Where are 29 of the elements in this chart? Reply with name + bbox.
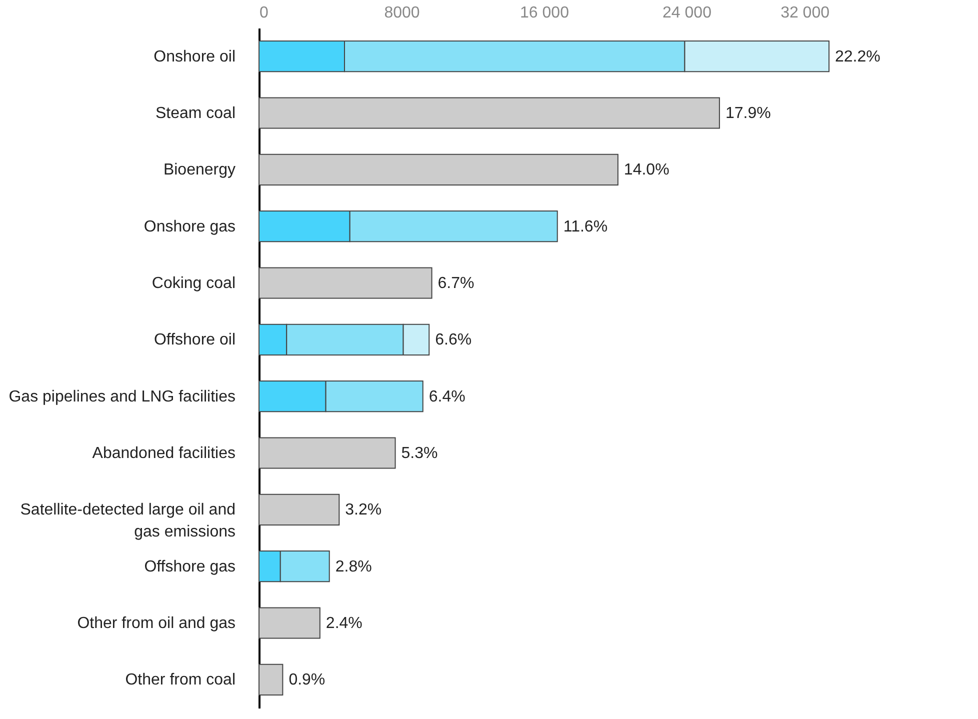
- annotation: 5.3%: [401, 445, 438, 462]
- y-tick-label: Offshore gas: [144, 558, 236, 576]
- y-tick-label: Steam coal: [155, 105, 236, 122]
- x-tick-label: 8000: [384, 4, 420, 22]
- y-tick-label: Coking coal: [152, 275, 236, 292]
- y-tick-label: Offshore oil: [154, 332, 236, 349]
- annotation: 6.4%: [428, 388, 466, 406]
- annotation: 17.9%: [725, 105, 771, 122]
- y-tick-label: Other from oil and gas: [77, 615, 236, 632]
- annotation: 3.2%: [345, 502, 382, 519]
- x-tick-label: 24 000: [662, 4, 712, 22]
- y-tick-label: Abandoned facilities: [92, 445, 236, 462]
- annotation: 2.4%: [326, 615, 362, 632]
- y-tick-label: Gas pipelines and LNG facilities: [8, 388, 236, 406]
- x-tick-label: 16 000: [520, 4, 570, 22]
- y-tick-label: Bioenergy: [163, 162, 236, 179]
- annotation: 6.6%: [435, 332, 472, 349]
- x-tick-label: 0: [260, 4, 268, 22]
- annotation: 11.6%: [563, 218, 608, 236]
- annotation: 2.8%: [335, 558, 372, 576]
- y-tick-label: Onshore oil: [154, 48, 236, 66]
- y-tick-label: Satellite-detected large oil and gas emissions: [20, 502, 236, 541]
- annotation: 22.2%: [835, 48, 880, 66]
- annotation: 6.7%: [438, 275, 474, 292]
- y-tick-label: Onshore gas: [144, 218, 236, 236]
- x-tick-label: 32 000: [780, 4, 830, 22]
- annotation: 0.9%: [288, 672, 326, 689]
- annotation: 14.0%: [624, 162, 670, 179]
- y-tick-label: Other from coal: [125, 672, 236, 689]
